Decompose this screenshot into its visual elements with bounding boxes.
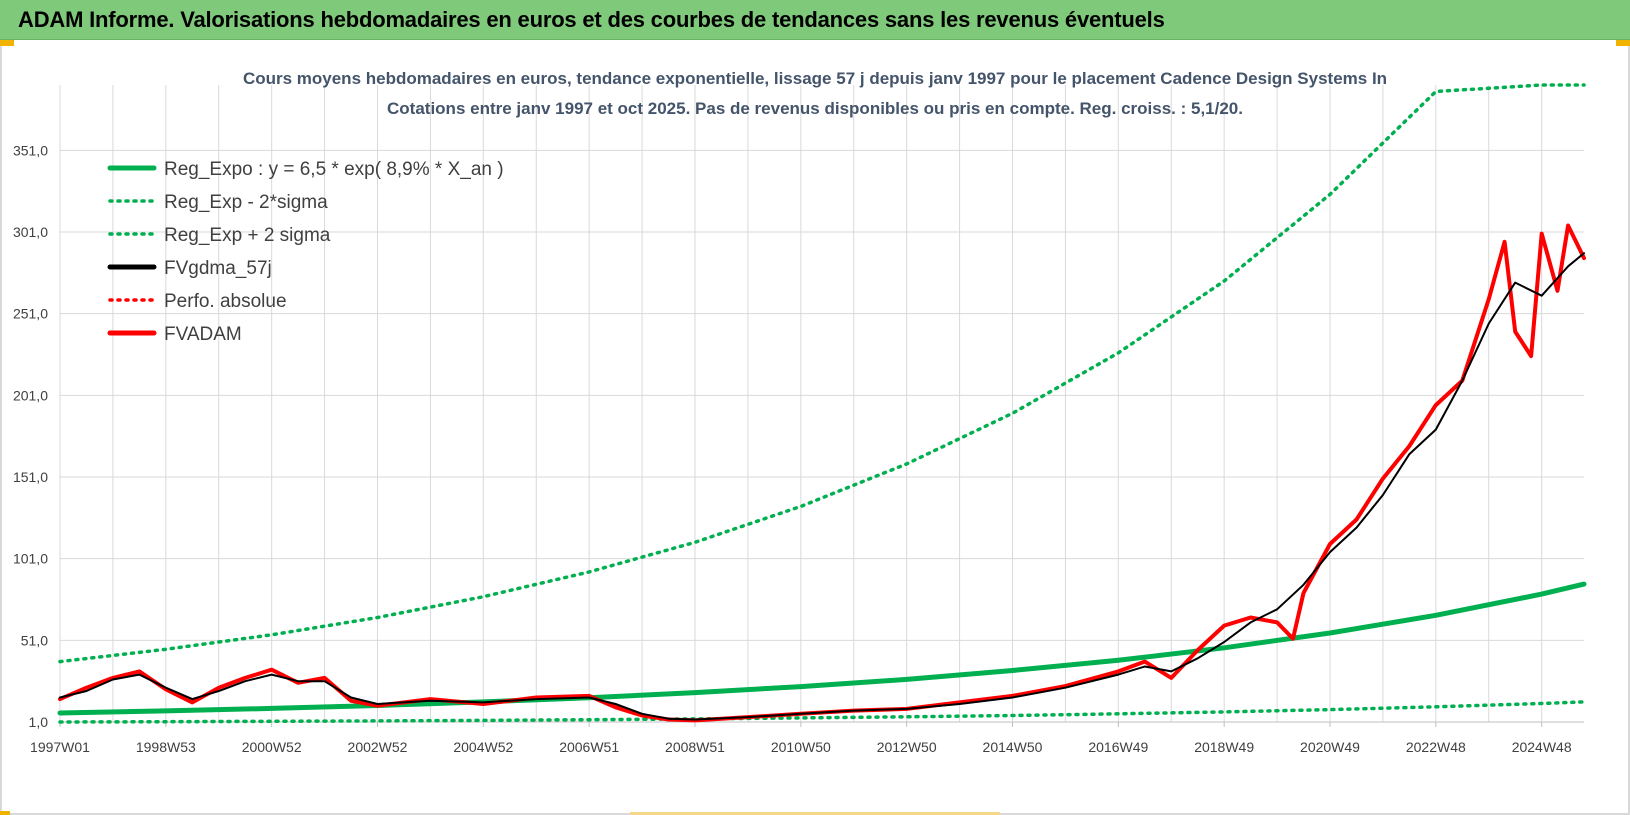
chart-title: Cours moyens hebdomadaires en euros, ten… — [243, 69, 1387, 118]
series-reg-exp-plus-2sigma-line — [58, 83, 1586, 664]
y-tick-label: 151,0 — [13, 469, 48, 485]
x-tick-label: 2004W52 — [453, 739, 513, 755]
y-tick-label: 201,0 — [13, 387, 48, 403]
y-tick-label: 101,0 — [13, 551, 48, 567]
x-tick-label: 2000W52 — [242, 739, 302, 755]
x-tick-label: 1997W01 — [30, 739, 90, 755]
chart-title-line-2: Cotations entre janv 1997 et oct 2025. P… — [387, 99, 1243, 118]
x-tick-label: 2006W51 — [559, 739, 619, 755]
series-reg-exp-minus-2sigma-line — [58, 700, 1586, 724]
x-tick-label: 1998W53 — [136, 739, 196, 755]
series-layer — [57, 83, 1587, 724]
legend-label: Reg_Expo : y = 6,5 * exp( 8,9% * X_an ) — [164, 159, 504, 180]
y-tick-label: 351,0 — [13, 142, 48, 158]
y-tick-label: 301,0 — [13, 224, 48, 240]
legend-label: Reg_Exp + 2 sigma — [164, 225, 331, 246]
x-tick-label: 2002W52 — [348, 739, 408, 755]
line-chart: Cours moyens hebdomadaires en euros, ten… — [13, 69, 1587, 755]
x-tick-label: 2010W50 — [771, 739, 831, 755]
x-tick-label: 2016W49 — [1088, 739, 1148, 755]
legend-label: FVgdma_57j — [164, 258, 272, 279]
x-tick-label: 2018W49 — [1194, 739, 1254, 755]
x-tick-label: 2020W49 — [1300, 739, 1360, 755]
x-tick-label: 2024W48 — [1512, 739, 1572, 755]
corner-accent-bottom-left — [0, 811, 10, 815]
header-banner: ADAM Informe. Valorisations hebdomadaire… — [0, 0, 1630, 40]
axis-labels: 1,0 51,0 101,0 151,0 201,0 251,0 301,0 351,0 199… — [13, 142, 1572, 755]
legend-label: Perfo. absolue — [164, 291, 287, 312]
series-reg-expo-line — [57, 581, 1587, 716]
x-tick-label: 2014W50 — [983, 739, 1043, 755]
x-tick-label: 2012W50 — [877, 739, 937, 755]
grid-layer — [59, 85, 1584, 727]
y-tick-label: 51,0 — [21, 632, 48, 648]
chart-title-line-1: Cours moyens hebdomadaires en euros, ten… — [243, 69, 1387, 88]
corner-accent-right — [1616, 40, 1630, 46]
series-fvgdma-57j-line — [59, 252, 1585, 721]
bottom-accent-strip — [630, 812, 1000, 815]
legend-label: FVADAM — [164, 324, 242, 345]
legend-label: Reg_Exp - 2*sigma — [164, 192, 328, 213]
x-tick-label: 2022W48 — [1406, 739, 1466, 755]
y-tick-label: 1,0 — [29, 714, 49, 730]
page-title: ADAM Informe. Valorisations hebdomadaire… — [18, 7, 1165, 32]
y-tick-label: 251,0 — [13, 306, 48, 322]
corner-accent-left — [0, 40, 14, 46]
legend: Reg_Expo : y = 6,5 * exp( 8,9% * X_an ) R… — [107, 159, 504, 345]
x-tick-label: 2008W51 — [665, 739, 725, 755]
series-fvadam-line — [58, 223, 1586, 723]
